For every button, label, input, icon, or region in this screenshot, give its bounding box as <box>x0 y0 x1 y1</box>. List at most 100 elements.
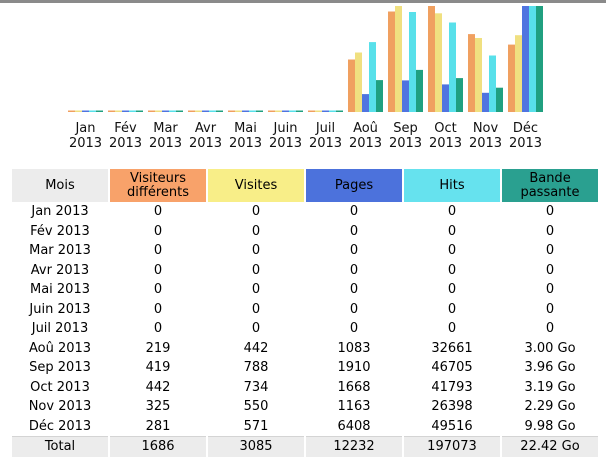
bar-0-7 <box>348 59 355 112</box>
table-cell: 0 <box>349 223 359 239</box>
bar-4-4 <box>256 110 263 112</box>
bar-0-0 <box>68 110 75 112</box>
bar-4-7 <box>376 80 383 112</box>
table-cell: 0 <box>349 262 359 278</box>
column-header: Visites <box>208 169 304 202</box>
bar-4-8 <box>416 69 423 112</box>
bar-1-9 <box>435 13 442 112</box>
table-row: Aoû 2013 219 442 1083 32661 3.00 Go <box>12 339 598 359</box>
table-cell: 0 <box>251 321 261 337</box>
bar-0-5 <box>268 110 275 112</box>
table-cell: 2.29 Go <box>524 399 576 415</box>
table-cell: 0 <box>251 204 261 220</box>
x-tick-label: Fév <box>114 121 137 136</box>
table-cell: 0 <box>349 301 359 317</box>
bar-0-3 <box>188 110 195 112</box>
bar-4-3 <box>216 110 223 112</box>
table-row: Avr 2013 0 0 0 0 0 <box>12 261 598 281</box>
table-cell: 0 <box>545 223 555 239</box>
bar-1-2 <box>155 110 162 112</box>
table-cell: 0 <box>251 262 261 278</box>
table-row: Oct 2013 442 734 1668 41793 3.19 Go <box>12 378 598 398</box>
bar-2-2 <box>162 110 169 112</box>
table-row: Juin 2013 0 0 0 0 0 <box>12 300 598 320</box>
bar-4-10 <box>496 87 503 112</box>
table-cell: Aoû 2013 <box>28 340 92 356</box>
table-row: Juil 2013 0 0 0 0 0 <box>12 319 598 339</box>
x-tick-label: Juin <box>273 121 298 136</box>
table-row: Déc 2013 281 571 6408 49516 9.98 Go <box>12 417 598 437</box>
table-cell: 0 <box>545 204 555 220</box>
column-header: Pages <box>306 169 402 202</box>
table-cell: 442 <box>145 379 171 395</box>
table-cell: Mai 2013 <box>29 282 90 298</box>
table-cell: 0 <box>447 262 457 278</box>
x-tick-label: 2013 <box>269 136 302 151</box>
table-cell: 26398 <box>431 399 473 415</box>
table-cell: 46705 <box>431 360 473 376</box>
bar-3-11 <box>529 6 536 112</box>
monthly-history-chart: Jan2013Fév2013Mar2013Avr2013Mai2013Juin2… <box>68 6 543 151</box>
bar-2-11 <box>522 6 529 112</box>
table-cell: 0 <box>349 321 359 337</box>
total-row: Total 1686 3085 12232 197073 22.42 Go <box>12 436 598 457</box>
x-tick-label: Sep <box>393 121 418 136</box>
table-cell: 0 <box>251 282 261 298</box>
table-cell: 49516 <box>431 418 473 434</box>
table-cell: 1668 <box>337 379 371 395</box>
table-cell: Mar 2013 <box>29 243 91 259</box>
bar-0-4 <box>228 110 235 112</box>
table-cell: 281 <box>145 418 171 434</box>
total-cell: 3085 <box>208 436 304 457</box>
table-cell: 0 <box>153 223 163 239</box>
column-header: Bande passante <box>502 169 598 202</box>
table-cell: Jan 2013 <box>31 204 89 220</box>
table-cell: 0 <box>447 321 457 337</box>
bar-3-7 <box>369 42 376 112</box>
table-cell: 0 <box>153 301 163 317</box>
table-cell: 9.98 Go <box>524 418 576 434</box>
bar-2-7 <box>362 94 369 112</box>
table-cell: 0 <box>545 282 555 298</box>
x-tick-label: Mai <box>234 121 257 136</box>
table-cell: Avr 2013 <box>30 262 90 278</box>
table-row: Nov 2013 325 550 1163 26398 2.29 Go <box>12 397 598 417</box>
bar-1-8 <box>395 6 402 112</box>
table-cell: 3.96 Go <box>524 360 576 376</box>
x-tick-label: 2013 <box>229 136 262 151</box>
table-cell: Nov 2013 <box>28 399 92 415</box>
table-header-row: Mois Visiteurs différents Visites Pages Hits… <box>12 169 598 202</box>
bar-1-0 <box>75 110 82 112</box>
table-cell: 419 <box>145 360 171 376</box>
column-header: Mois <box>12 169 108 202</box>
x-tick-label: 2013 <box>149 136 182 151</box>
column-header: Hits <box>404 169 500 202</box>
x-tick-label: 2013 <box>389 136 422 151</box>
table-cell: 6408 <box>337 418 371 434</box>
bar-2-5 <box>282 110 289 112</box>
bar-1-5 <box>275 110 282 112</box>
bar-3-0 <box>89 110 96 112</box>
table-cell: 3.00 Go <box>524 340 576 356</box>
x-tick-label: Juil <box>315 121 335 136</box>
bar-4-11 <box>536 6 543 112</box>
bar-1-7 <box>355 52 362 112</box>
bar-3-5 <box>289 110 296 112</box>
total-cell: 197073 <box>404 436 500 457</box>
x-tick-label: Mar <box>153 121 178 136</box>
x-tick-label: 2013 <box>189 136 222 151</box>
x-tick-label: 2013 <box>309 136 342 151</box>
total-cell: Total <box>12 436 108 457</box>
bar-0-9 <box>428 6 435 112</box>
bar-3-4 <box>249 110 256 112</box>
table-cell: 0 <box>251 301 261 317</box>
bar-4-2 <box>176 110 183 112</box>
bar-2-8 <box>402 80 409 112</box>
top-divider <box>0 0 606 3</box>
bar-4-9 <box>456 78 463 112</box>
bar-3-8 <box>409 12 416 112</box>
bar-0-6 <box>308 110 315 112</box>
monthly-stats-table: Mois Visiteurs différents Visites Pages Hits… <box>10 169 600 457</box>
bar-0-2 <box>148 110 155 112</box>
table-cell: 0 <box>153 243 163 259</box>
